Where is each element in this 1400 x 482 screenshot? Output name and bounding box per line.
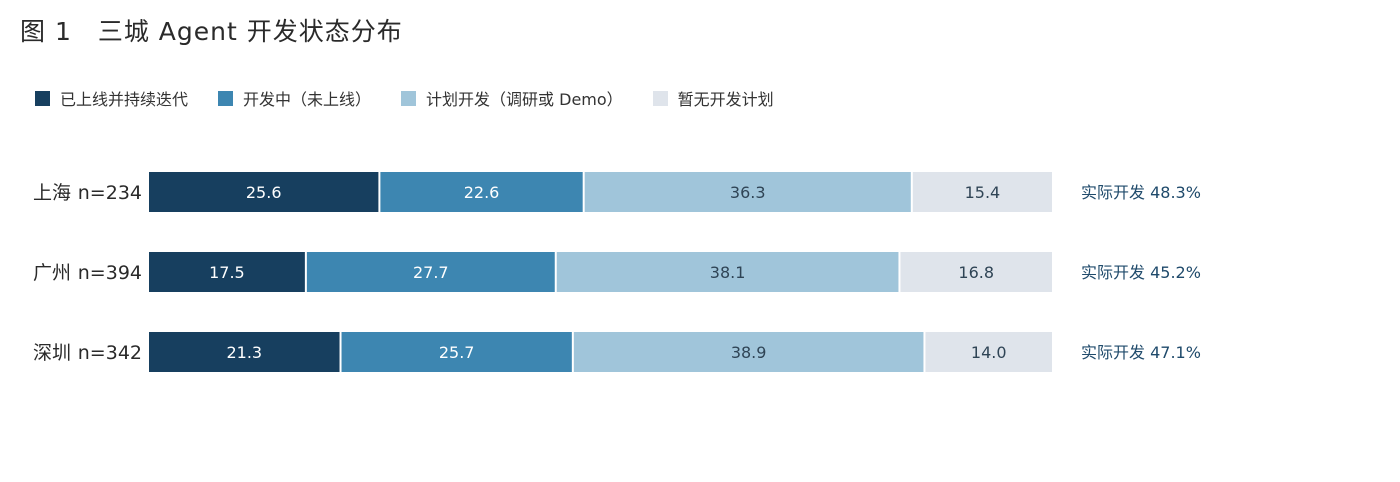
legend-swatch-online [35,90,50,106]
category-label: 上海 [33,182,71,204]
bar-segment [584,172,911,212]
legend-swatch-developing [218,90,234,106]
data-label: 17.5 [209,263,245,282]
bar-segment [149,172,379,212]
bar-segment [341,332,572,372]
legend-label-developing: 开发中（未上线） [243,90,372,109]
legend-item-none: 暂无开发计划 [652,86,774,110]
bar-segment [556,252,899,292]
sample-size-label: n=234 [78,182,142,204]
data-label: 16.8 [958,263,994,282]
data-label: 15.4 [965,183,1001,202]
legend-label-planned: 计划开发（调研或 Demo） [426,90,623,109]
data-label: 38.9 [731,343,767,362]
data-label: 14.0 [971,343,1007,362]
legend-label-online: 已上线并持续迭代 [60,90,189,109]
bar-segment [925,332,1052,372]
sample-size-label: n=394 [78,262,142,284]
legend-item-developing: 开发中（未上线） [218,86,371,110]
bar-segment [380,172,583,212]
data-label: 38.1 [710,263,746,282]
legend: 已上线并持续迭代 开发中（未上线） 计划开发（调研或 Demo） 暂无开发计划 [35,86,804,110]
bar-segment [912,172,1052,212]
sample-size-label: n=342 [78,342,142,364]
category-label: 深圳 [33,342,71,364]
category-label: 广州 [33,262,71,284]
bar-segment [149,252,305,292]
bar-segment [306,252,555,292]
actual-development-annotation: 实际开发 47.1% [1081,343,1201,362]
data-label: 21.3 [226,343,262,362]
legend-item-planned: 计划开发（调研或 Demo） [401,86,623,110]
bar-segment [900,252,1052,292]
legend-swatch-none [652,90,668,106]
data-label: 27.7 [413,263,449,282]
data-label: 25.6 [246,183,282,202]
bar-segment [149,332,340,372]
bar-segment [573,332,924,372]
data-label: 36.3 [730,183,766,202]
actual-development-annotation: 实际开发 48.3% [1081,183,1201,202]
actual-development-annotation: 实际开发 45.2% [1081,263,1201,282]
data-label: 22.6 [464,183,500,202]
data-label: 25.7 [439,343,475,362]
chart-title: 图 1 三城 Agent 开发状态分布 [20,17,403,46]
legend-label-none: 暂无开发计划 [677,90,774,109]
legend-item-online: 已上线并持续迭代 [35,86,188,110]
legend-swatch-planned [401,90,417,106]
